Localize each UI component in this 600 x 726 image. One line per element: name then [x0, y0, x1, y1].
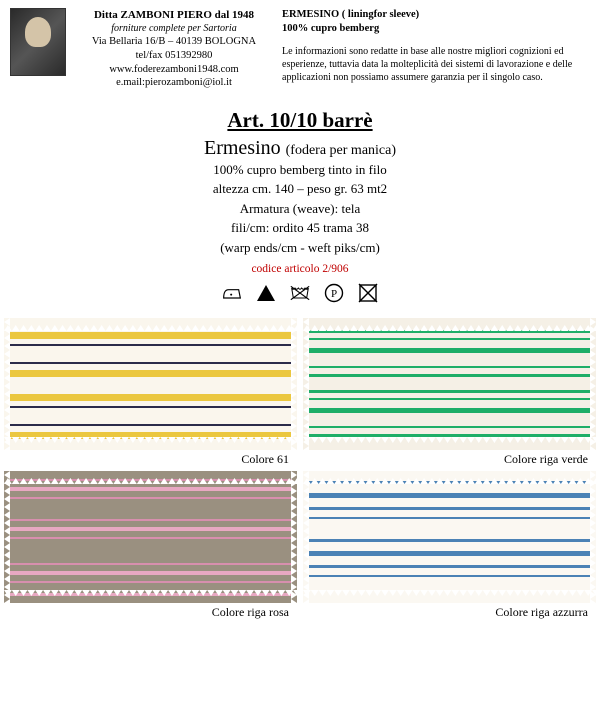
tumble-crossed-icon — [358, 283, 378, 308]
company-website: www.foderezamboni1948.com — [74, 63, 274, 77]
article-name-sub: (fodera per manica) — [286, 143, 396, 158]
company-address: Via Bellaria 16/B – 40139 BOLOGNA — [74, 35, 274, 49]
care-icons-row: P — [0, 283, 600, 308]
spec-line-2: altezza cm. 140 – peso gr. 63 mt2 — [0, 179, 600, 199]
swatch-cell: Colore riga azzurra — [303, 471, 596, 620]
portrait-photo — [10, 8, 66, 76]
right-block: ERMESINO ( liningfor sleeve) 100% cupro … — [282, 8, 590, 90]
disclaimer-text: Le informazioni sono redatte in base all… — [282, 45, 590, 84]
product-type-title: ERMESINO ( liningfor sleeve) — [282, 8, 590, 22]
swatch-grid: Colore 61 Colore riga verde Colore riga ro… — [0, 308, 600, 628]
fabric-swatch — [4, 318, 297, 450]
spec-line-5: (warp ends/cm - weft piks/cm) — [0, 238, 600, 258]
spec-line-4: fili/cm: ordito 45 trama 38 — [0, 218, 600, 238]
swatch-cell: Colore riga verde — [303, 318, 596, 467]
swatch-label: Colore riga rosa — [4, 605, 297, 620]
company-email: e.mail:pierozamboni@iol.it — [74, 76, 274, 90]
iron-icon — [222, 283, 242, 308]
company-telfax: tel/fax 051392980 — [74, 49, 274, 63]
company-name: Ditta ZAMBONI PIERO dal 1948 — [74, 8, 274, 22]
article-code: codice articolo 2/906 — [0, 263, 600, 275]
swatch-label: Colore riga azzurra — [303, 605, 596, 620]
swatch-cell: Colore 61 — [4, 318, 297, 467]
product-composition: 100% cupro bemberg — [282, 22, 590, 36]
spec-line-1: 100% cupro bemberg tinto in filo — [0, 160, 600, 180]
bleach-filled-icon — [256, 283, 276, 308]
wash-crossed-icon — [290, 283, 310, 308]
article-section: Art. 10/10 barrè Ermesino (fodera per ma… — [0, 108, 600, 309]
article-title: Art. 10/10 barrè — [0, 108, 600, 133]
fabric-swatch — [303, 318, 596, 450]
fabric-swatch — [4, 471, 297, 603]
svg-text:P: P — [331, 288, 337, 300]
company-block: Ditta ZAMBONI PIERO dal 1948 forniture c… — [74, 8, 274, 90]
swatch-label: Colore riga verde — [303, 452, 596, 467]
spec-line-3: Armatura (weave): tela — [0, 199, 600, 219]
swatch-label: Colore 61 — [4, 452, 297, 467]
article-name-main: Ermesino — [204, 137, 281, 159]
company-subtitle: forniture complete per Sartoria — [74, 22, 274, 35]
swatch-cell: Colore riga rosa — [4, 471, 297, 620]
fabric-swatch — [303, 471, 596, 603]
article-name: Ermesino (fodera per manica) — [0, 137, 600, 160]
dryclean-p-icon: P — [324, 283, 344, 308]
header: Ditta ZAMBONI PIERO dal 1948 forniture c… — [0, 0, 600, 94]
